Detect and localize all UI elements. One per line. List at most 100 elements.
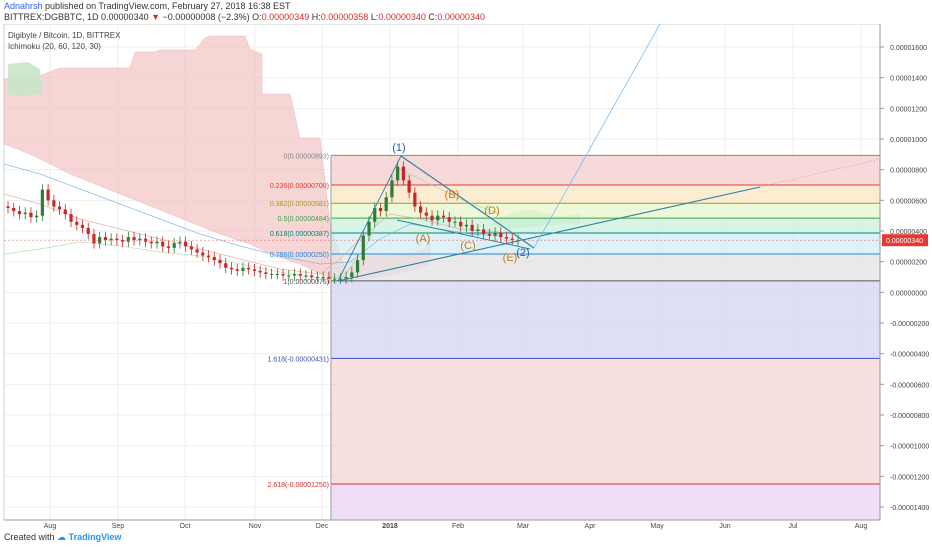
candle-body — [487, 234, 491, 236]
candle-body — [378, 208, 383, 212]
candle-body — [23, 212, 27, 215]
candle-body — [396, 166, 400, 181]
candle-body — [115, 238, 119, 241]
chart-header: Adnahrsh published on TradingView.com, F… — [0, 0, 932, 24]
fib-level-label: 0.618(0.00000387) — [270, 231, 329, 238]
wave-label: (B) — [445, 189, 460, 201]
candle-body — [235, 269, 239, 271]
candle-body — [436, 215, 440, 221]
open-label: O: — [252, 12, 262, 22]
ichimoku-cloud-bullish-left — [8, 62, 42, 96]
candle-body — [247, 267, 251, 270]
close-label: C: — [428, 12, 438, 22]
candle-body — [281, 273, 285, 276]
publish-line: Adnahrsh published on TradingView.com, F… — [4, 1, 291, 11]
fib-level-label: 1.618(-0.00000431) — [268, 356, 330, 363]
x-tick-label: May — [650, 523, 664, 530]
wave-label: (C) — [460, 240, 475, 252]
fib-band — [331, 254, 880, 281]
x-tick-label: Jul — [789, 523, 798, 530]
x-tick-label: Oct — [180, 523, 191, 530]
x-tick-label: Aug — [44, 523, 57, 530]
candle-body — [149, 241, 153, 244]
support-trendline — [337, 186, 761, 282]
candle-body — [310, 275, 314, 277]
fib-band — [331, 484, 880, 520]
candle-body — [178, 241, 182, 244]
x-tick-label: Jun — [719, 523, 730, 530]
candle-body — [229, 267, 234, 270]
candle-body — [241, 267, 245, 271]
wave-label: (A) — [416, 233, 431, 245]
candle-body — [86, 227, 90, 235]
candle-body — [350, 272, 354, 277]
candle-body — [504, 237, 509, 239]
candle-body — [12, 208, 16, 212]
candle-body — [155, 241, 159, 244]
candle-body — [499, 232, 503, 238]
x-tick-label: Apr — [585, 523, 597, 530]
candle-body — [92, 234, 96, 244]
candle-body — [401, 166, 405, 181]
candle-body — [224, 263, 228, 268]
candle-body — [418, 206, 423, 213]
fib-level-label: 0.382(0.00000581) — [270, 201, 329, 208]
ohlc-line: BITTREX:DGBBTC, 1D 0.00000340 ▼ −0.00000… — [4, 12, 485, 22]
fib-band — [331, 203, 880, 219]
fib-band — [331, 185, 880, 204]
y-tick-label: 0.00001600 — [890, 45, 927, 52]
candle-body — [218, 260, 222, 264]
y-tick-label: -0.00000600 — [890, 382, 929, 389]
fib-band — [331, 232, 880, 254]
fib-band — [331, 358, 880, 484]
author-link[interactable]: Adnahrsh — [4, 1, 43, 11]
candle-body — [98, 237, 102, 244]
candle-body — [126, 237, 130, 242]
y-tick-label: -0.00000800 — [890, 413, 929, 420]
ichimoku-lagging-span — [3, 168, 501, 280]
candle-body — [80, 224, 85, 228]
candle-body — [384, 197, 388, 212]
low-value: 0.00000340 — [378, 12, 426, 22]
candle-body — [407, 180, 411, 193]
fib-level-label: 1(0.00000075) — [283, 279, 329, 286]
candle-body — [315, 277, 320, 278]
candle-body — [269, 273, 274, 275]
candle-body — [447, 217, 451, 222]
down-arrow-icon: ▼ — [151, 12, 161, 22]
candle-body — [201, 252, 205, 256]
candle-body — [390, 180, 394, 198]
candle-body — [6, 206, 10, 208]
close-value: 0.00000340 — [437, 12, 485, 22]
x-tick-label: Dec — [316, 523, 329, 530]
tradingview-brand[interactable]: TradingView — [68, 532, 122, 542]
footer: Created with ☁ TradingView — [4, 532, 121, 543]
projection-line — [533, 24, 661, 249]
y-tick-label: -0.00001200 — [890, 474, 929, 481]
candle-body — [195, 249, 199, 253]
price-change: −0.00000008 (−2.3%) — [162, 12, 250, 22]
y-tick-label: 0.00001400 — [890, 76, 927, 83]
high-value: 0.00000358 — [320, 12, 369, 22]
low-label: L: — [370, 12, 379, 22]
candle-body — [29, 212, 33, 218]
candle-body — [184, 241, 188, 247]
candle-body — [361, 235, 365, 261]
ichimoku-conversion-line — [3, 193, 501, 275]
y-tick-label: -0.00000200 — [890, 321, 929, 328]
candle-body — [327, 277, 331, 279]
chart-legend: Digibyte / Bitcoin, 1D, BITTREX Ichimoku… — [8, 30, 120, 52]
candle-body — [367, 221, 371, 236]
candle-body — [206, 255, 211, 258]
candle-body — [138, 238, 142, 241]
candle-body — [103, 237, 108, 241]
price-chart[interactable]: 0.00001600 0.00001400 0.00001200 0.00001000… — [0, 24, 932, 530]
candle-body — [121, 240, 125, 242]
fib-level-label: 0(0.00000893) — [283, 153, 329, 160]
candle-body — [292, 273, 297, 276]
wave-label: (1) — [392, 142, 405, 154]
x-tick-label: 2018 — [382, 523, 398, 530]
candle-body — [35, 215, 39, 218]
fib-band — [331, 218, 880, 233]
indicator-label[interactable]: Ichimoku (20, 60, 120, 30) — [8, 42, 101, 51]
